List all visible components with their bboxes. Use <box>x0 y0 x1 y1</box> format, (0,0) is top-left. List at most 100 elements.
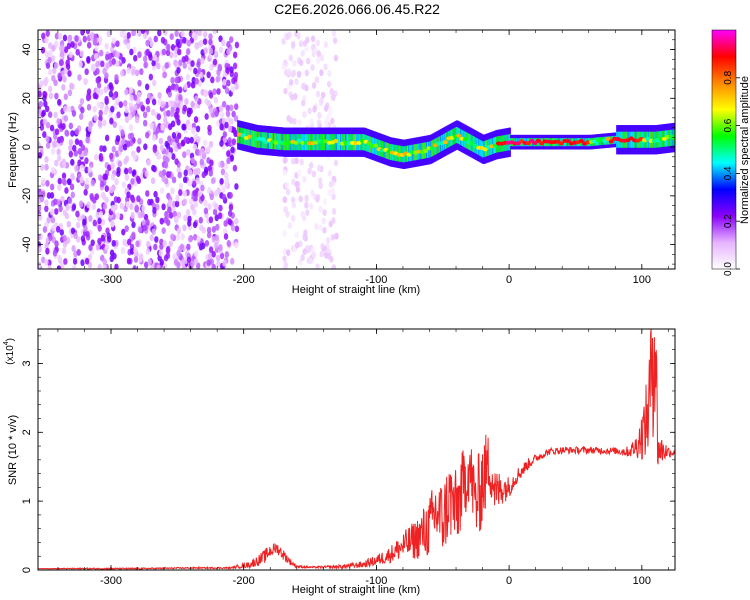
spectrogram-cell <box>175 38 180 46</box>
spectrogram-cell <box>202 38 208 46</box>
spectrogram-cell <box>65 59 70 67</box>
spectrogram-cell <box>120 129 125 137</box>
spectrogram-cell <box>282 230 287 238</box>
spectrogram-cell <box>212 88 217 96</box>
spectrogram-cell <box>193 200 199 208</box>
spectrogram-cell <box>230 224 236 232</box>
spectrogram-cell <box>219 123 224 131</box>
spectrogram-cell <box>300 83 306 90</box>
spectrogram-cell <box>282 169 287 176</box>
spectrogram-cell <box>165 49 171 57</box>
snr-y-unit-base: (x10 <box>5 345 16 365</box>
spectrogram-cell <box>189 198 194 206</box>
spectrogram-x-ticks: -300 -200 -100 0 100 <box>57 30 669 286</box>
spectrogram-cell <box>172 253 177 261</box>
spectrogram-cell <box>229 104 234 112</box>
spectrogram-cell <box>218 35 223 43</box>
spectrogram-cell <box>207 252 213 260</box>
spectrogram-cell <box>174 30 179 38</box>
spectrogram-cell <box>80 144 86 152</box>
spectrogram-cell <box>100 234 106 242</box>
spectrogram-cell <box>111 239 116 247</box>
spectrogram-cell <box>152 146 157 153</box>
spectrogram-cell <box>211 250 216 258</box>
spectrogram-cell <box>180 30 185 38</box>
spectrogram-cell <box>300 211 305 218</box>
spectrogram-cell <box>74 165 79 172</box>
spectrogram-cell <box>316 119 322 127</box>
spectrogram-cell <box>165 171 171 178</box>
spectrogram-cell <box>79 164 85 172</box>
y-tick-label: 0 <box>21 567 33 573</box>
spectrogram-ridge-cell <box>240 133 246 138</box>
spectrogram-cell <box>221 193 227 201</box>
spectrogram-cell <box>61 83 66 91</box>
spectrogram-cell <box>207 203 212 211</box>
spectrogram-cell <box>63 67 68 75</box>
spectrogram-cell <box>283 87 288 95</box>
spectrogram-cell <box>187 179 192 187</box>
spectrogram-cell <box>287 222 293 229</box>
spectrogram-cell <box>281 62 287 70</box>
snr-y-unit-exponent: 4 <box>3 341 10 345</box>
spectrogram-cell <box>290 70 295 78</box>
spectrogram-cell <box>300 50 305 57</box>
spectrogram-cell <box>222 259 227 267</box>
spectrogram-cell <box>145 39 150 47</box>
y-tick-label: 1 <box>21 498 33 504</box>
spectrogram-ridge-cell <box>535 138 541 143</box>
spectrogram-cell <box>59 50 65 58</box>
spectrogram-cell <box>204 239 210 247</box>
spectrogram-cell <box>41 109 46 117</box>
spectrogram-cell <box>110 173 116 181</box>
spectrogram-cell <box>128 124 134 131</box>
spectrogram-cell <box>185 73 191 81</box>
spectrogram-cell <box>111 58 116 65</box>
spectrogram-cell <box>153 190 158 198</box>
spectrogram-cell <box>97 120 103 127</box>
spectrogram-cell <box>92 33 98 41</box>
spectrogram-cell <box>64 129 69 137</box>
spectrogram-cell <box>233 115 239 122</box>
spectrogram-cell <box>184 98 189 105</box>
spectrogram-cell <box>78 60 83 68</box>
spectrogram-cell <box>331 193 336 201</box>
spectrogram-cell <box>49 191 55 199</box>
spectrogram-cell <box>45 62 51 70</box>
spectrogram-cell <box>234 217 239 225</box>
spectrogram-cell <box>203 47 208 55</box>
spectrogram-cell <box>212 58 218 66</box>
spectrogram-cell <box>307 167 312 175</box>
spectrogram-cell <box>211 226 217 233</box>
y-tick-label: -40 <box>21 237 33 253</box>
spectrogram-cell <box>206 71 211 79</box>
spectrogram-cell <box>67 36 72 44</box>
snr-y-axis-label: SNR (10 * v/v) <box>7 415 19 485</box>
spectrogram-cell <box>161 48 167 56</box>
spectrogram-cell <box>83 77 88 85</box>
spectrogram-cell <box>161 203 166 211</box>
spectrogram-cell <box>333 54 339 62</box>
snr-y-ticks: 0 1 2 3 <box>21 335 675 573</box>
spectrogram-cell <box>224 172 229 179</box>
spectrogram-cell <box>308 161 314 169</box>
spectrogram-cell <box>145 97 151 105</box>
spectrogram-cell <box>224 177 230 185</box>
spectrogram-cell <box>98 109 103 117</box>
spectrogram-cell <box>84 183 89 190</box>
spectrogram-cell <box>147 258 152 266</box>
spectrogram-cell <box>331 30 337 37</box>
spectrogram-cell <box>43 100 48 108</box>
spectrogram-cell <box>145 131 150 139</box>
spectrogram-cell <box>40 46 46 54</box>
spectrogram-cell <box>84 157 89 165</box>
spectrogram-cell <box>315 57 321 64</box>
spectrogram-cell <box>304 202 309 209</box>
spectrogram-cell <box>183 136 188 144</box>
spectrogram-cell <box>109 152 114 160</box>
spectrogram-cell <box>176 249 181 257</box>
spectrogram-cell <box>98 114 103 122</box>
spectrogram-cell <box>142 119 148 127</box>
spectrogram-cell <box>160 36 166 44</box>
spectrogram-cell <box>196 61 201 68</box>
